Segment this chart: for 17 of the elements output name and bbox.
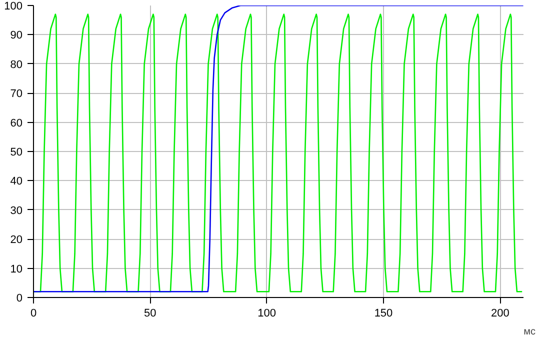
x-tick-label: 100 (258, 308, 276, 320)
y-tick-label: 70 (10, 88, 23, 100)
x-tick-label: 50 (144, 308, 156, 320)
x-tick-label: 0 (30, 308, 37, 320)
y-tick-label: 0 (16, 292, 23, 304)
y-tick-label: 90 (10, 30, 23, 42)
x-tick-label: 200 (490, 308, 510, 320)
y-tick-label: 30 (10, 204, 23, 217)
y-tick-label: 60 (10, 117, 23, 130)
y-tick-label: 50 (10, 146, 23, 158)
x-tick-label: 150 (374, 308, 393, 320)
x-axis-title: мс (524, 326, 536, 338)
y-tick-label: 20 (10, 234, 23, 246)
y-tick-label: 80 (10, 58, 23, 71)
y-tick-label: 40 (10, 176, 23, 188)
y-tick-label: 10 (10, 263, 23, 276)
y-tick-label: 100 (4, 0, 23, 12)
